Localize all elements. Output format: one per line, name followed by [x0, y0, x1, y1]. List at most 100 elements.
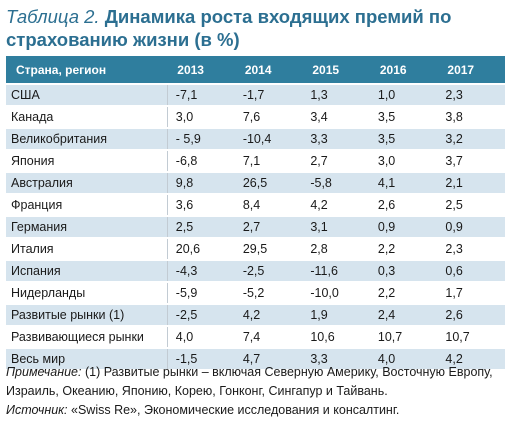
row-value: 2,1 — [437, 172, 505, 195]
row-value: 26,5 — [234, 172, 303, 195]
row-country: Австралия — [6, 172, 168, 195]
row-value: 0,3 — [369, 260, 438, 283]
row-value: 9,8 — [167, 172, 235, 195]
header-2013: 2013 — [167, 56, 235, 85]
row-country: Развивающиеся рынки — [6, 326, 168, 349]
row-value: 7,1 — [234, 150, 303, 173]
table-row: Развивающиеся рынки 4,0 7,4 10,6 10,7 10,7 — [6, 326, 505, 349]
table-heading: Динамика роста входящих премий по страхо… — [6, 6, 452, 50]
row-value: 0,9 — [437, 216, 505, 239]
row-value: 29,5 — [234, 238, 303, 261]
table-row: Великобритания - 5,9 -10,4 3,3 3,5 3,2 — [6, 128, 505, 151]
row-value: 2,6 — [437, 304, 505, 327]
header-2015: 2015 — [302, 56, 370, 85]
premium-growth-table: Страна, регион 2013 2014 2015 2016 2017 … — [6, 56, 505, 371]
table-row: Канада 3,0 7,6 3,4 3,5 3,8 — [6, 106, 505, 129]
row-value: 2,2 — [369, 282, 438, 305]
row-value: -7,1 — [167, 84, 235, 107]
row-value: 3,7 — [437, 150, 505, 173]
table-row: Развитые рынки (1) -2,5 4,2 1,9 2,4 2,6 — [6, 304, 505, 327]
source-label: Источник: — [6, 403, 68, 417]
row-value: -5,2 — [234, 282, 303, 305]
row-value: -5,8 — [302, 172, 370, 195]
row-value: 7,6 — [234, 106, 303, 129]
row-value: 4,2 — [302, 194, 370, 217]
row-value: 2,2 — [369, 238, 438, 261]
table-row: Нидерланды -5,9 -5,2 -10,0 2,2 1,7 — [6, 282, 505, 305]
row-country: Япония — [6, 150, 168, 173]
row-country: Франция — [6, 194, 168, 217]
header-2014: 2014 — [234, 56, 303, 85]
row-value: -1,5 — [167, 348, 235, 371]
row-country: Развитые рынки (1) — [6, 304, 168, 327]
row-value: 2,6 — [369, 194, 438, 217]
row-value: 20,6 — [167, 238, 235, 261]
row-value: 3,5 — [369, 106, 438, 129]
row-value: 2,5 — [167, 216, 235, 239]
row-value: 8,4 — [234, 194, 303, 217]
row-value: 3,0 — [369, 150, 438, 173]
row-value: - 5,9 — [167, 128, 235, 151]
row-value: 2,5 — [437, 194, 505, 217]
header-2016: 2016 — [369, 56, 438, 85]
source-text: «Swiss Re», Экономические исследования и… — [71, 403, 400, 417]
row-value: 0,9 — [369, 216, 438, 239]
row-value: 7,4 — [234, 326, 303, 349]
row-value: 3,3 — [302, 128, 370, 151]
row-value: 3,4 — [302, 106, 370, 129]
table-row: Весь мир -1,5 4,7 3,3 4,0 4,2 — [6, 348, 505, 371]
footnote: Примечание: (1) Развитые рынки – включая… — [6, 363, 506, 420]
row-value: 3,0 — [167, 106, 235, 129]
table-row: Япония -6,8 7,1 2,7 3,0 3,7 — [6, 150, 505, 173]
row-value: 4,2 — [437, 348, 505, 371]
row-country: Весь мир — [6, 348, 168, 371]
row-value: -11,6 — [302, 260, 370, 283]
row-country: Италия — [6, 238, 168, 261]
row-country: США — [6, 84, 168, 107]
row-value: 2,7 — [302, 150, 370, 173]
header-row: Страна, регион 2013 2014 2015 2016 2017 — [6, 56, 505, 85]
note-text: (1) Развитые рынки – включая Северную Ам… — [6, 365, 493, 398]
row-value: 2,3 — [437, 238, 505, 261]
row-value: 0,6 — [437, 260, 505, 283]
table-row: Германия 2,5 2,7 3,1 0,9 0,9 — [6, 216, 505, 239]
row-value: 4,7 — [234, 348, 303, 371]
row-value: 4,1 — [369, 172, 438, 195]
row-value: -2,5 — [167, 304, 235, 327]
table-row: Италия 20,6 29,5 2,8 2,2 2,3 — [6, 238, 505, 261]
table-row: Франция 3,6 8,4 4,2 2,6 2,5 — [6, 194, 505, 217]
row-value: 3,6 — [167, 194, 235, 217]
row-value: 4,0 — [167, 326, 235, 349]
row-value: -6,8 — [167, 150, 235, 173]
table-row: Испания -4,3 -2,5 -11,6 0,3 0,6 — [6, 260, 505, 283]
table-row: США -7,1 -1,7 1,3 1,0 2,3 — [6, 84, 505, 107]
row-value: 2,7 — [234, 216, 303, 239]
row-value: 1,9 — [302, 304, 370, 327]
row-value: 3,8 — [437, 106, 505, 129]
row-value: 3,1 — [302, 216, 370, 239]
row-value: 3,2 — [437, 128, 505, 151]
row-value: 1,0 — [369, 84, 438, 107]
row-value: 3,5 — [369, 128, 438, 151]
row-value: 2,4 — [369, 304, 438, 327]
row-value: -5,9 — [167, 282, 235, 305]
row-value: -10,0 — [302, 282, 370, 305]
table-body: США -7,1 -1,7 1,3 1,0 2,3 Канада 3,0 7,6 3,4 3,5 3,… — [6, 84, 505, 371]
row-value: 1,3 — [302, 84, 370, 107]
header-country: Страна, регион — [6, 56, 168, 85]
row-value: 10,6 — [302, 326, 370, 349]
note-label: Примечание: — [6, 365, 82, 379]
row-value: -10,4 — [234, 128, 303, 151]
row-value: -4,3 — [167, 260, 235, 283]
table-row: Австралия 9,8 26,5 -5,8 4,1 2,1 — [6, 172, 505, 195]
row-value: 4,0 — [369, 348, 438, 371]
row-value: 3,3 — [302, 348, 370, 371]
row-value: 2,3 — [437, 84, 505, 107]
table-number: Таблица 2. — [6, 6, 100, 27]
header-2017: 2017 — [437, 56, 505, 85]
row-value: 4,2 — [234, 304, 303, 327]
row-country: Канада — [6, 106, 168, 129]
row-value: -2,5 — [234, 260, 303, 283]
row-country: Германия — [6, 216, 168, 239]
